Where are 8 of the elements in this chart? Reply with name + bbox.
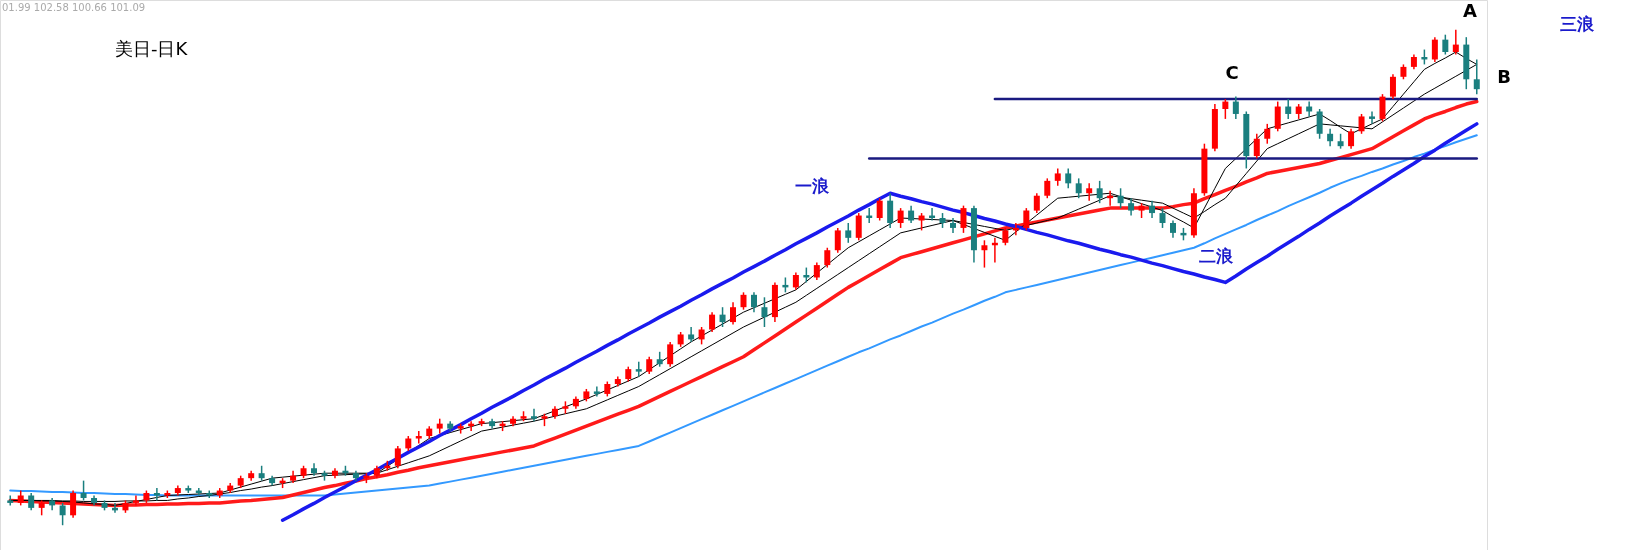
text: 三浪 [1560,14,1595,34]
text: 01.99 102.58 100.66 101.09 [2,2,146,13]
annotation: C [1225,62,1239,83]
text: A [1463,0,1478,21]
annotation: 二浪 [1199,246,1234,266]
annotation: 一浪 [795,176,830,196]
text: 美日-日K [115,38,189,59]
text: B [1497,66,1511,87]
